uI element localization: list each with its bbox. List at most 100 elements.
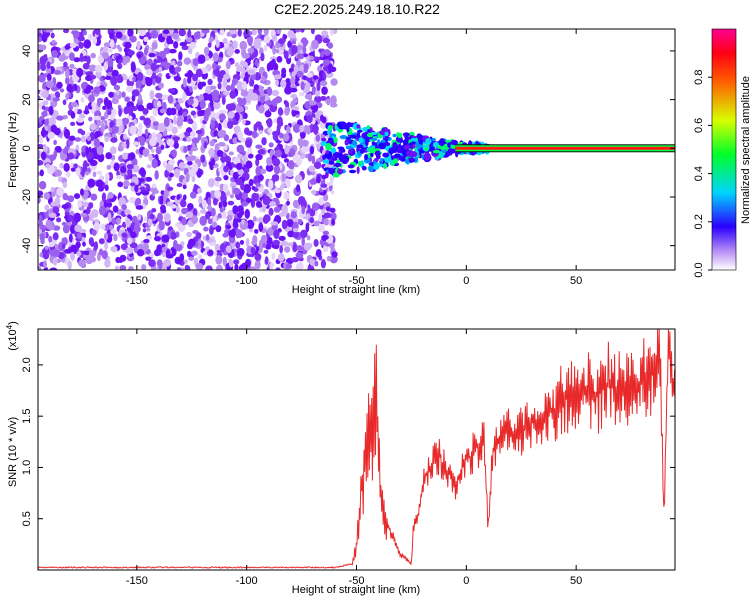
- spectrogram-cell: [172, 239, 178, 249]
- spectrogram-cell: [113, 233, 118, 242]
- spectrogram-cell: [170, 88, 175, 93]
- bottom-x-tick-label: -50: [349, 575, 365, 587]
- spectrogram-cell: [126, 237, 133, 245]
- spectrogram-cell: [185, 172, 190, 183]
- spectrogram-cell: [247, 36, 253, 47]
- spectrogram-cell: [104, 135, 110, 143]
- spectrogram-cell: [296, 53, 305, 60]
- spectrogram-cell: [327, 125, 333, 131]
- spectrogram-cell: [57, 251, 65, 260]
- spectrogram-cell: [237, 97, 244, 107]
- spectrogram-cell: [195, 232, 202, 240]
- spectrogram-cell: [138, 93, 142, 102]
- spectrogram-cell: [44, 118, 49, 126]
- spectrogram-cell: [191, 215, 198, 224]
- spectrogram-cell: [121, 117, 130, 125]
- spectrogram-cell: [347, 164, 355, 169]
- spectrogram-cell: [330, 212, 337, 221]
- spectrogram-cell: [382, 163, 388, 170]
- spectrogram-cell: [189, 41, 196, 50]
- spectrogram-cell: [145, 176, 153, 182]
- top-y-tick-label: 0: [21, 145, 33, 151]
- spectrogram-cell: [235, 241, 241, 249]
- spectrogram-cell: [271, 174, 280, 182]
- spectrogram-cell: [63, 162, 70, 172]
- spectrogram-cell: [349, 169, 357, 174]
- spectrogram-cell: [104, 241, 108, 251]
- spectrogram-cell: [170, 107, 177, 116]
- spectrogram-cell: [79, 188, 85, 196]
- spectrogram-cell: [115, 55, 120, 63]
- spectrogram-cell: [160, 144, 165, 150]
- spectrogram-cell: [52, 258, 58, 266]
- snr-y-multiplier-exp: 4: [5, 324, 14, 329]
- spectrogram-cell: [86, 167, 91, 173]
- spectrogram-cell: [357, 160, 362, 167]
- spectrogram-cell: [425, 137, 432, 145]
- spectrogram-cell: [379, 146, 384, 150]
- spectrogram-cell: [45, 163, 51, 169]
- spectrogram-cell: [392, 133, 397, 138]
- spectrogram-cell: [253, 123, 258, 132]
- spectrogram-cell: [137, 104, 145, 112]
- spectrogram-cell: [266, 156, 273, 167]
- spectrogram-cell: [287, 160, 295, 170]
- spectrogram-cell: [268, 142, 274, 148]
- spectrogram-cell: [163, 62, 172, 67]
- spectrogram-cell: [41, 111, 48, 118]
- spectrogram-cell: [223, 73, 231, 80]
- spectrogram-cell: [327, 129, 331, 135]
- spectrogram-cell: [148, 252, 155, 258]
- spectrogram-cell: [94, 64, 103, 73]
- spectrogram-cell: [48, 212, 57, 218]
- spectrogram-cell: [129, 197, 137, 203]
- spectrogram-cell: [318, 48, 323, 53]
- spectrogram-cell: [104, 184, 109, 192]
- spectrogram-cell: [245, 96, 252, 104]
- spectrogram-cell: [103, 42, 111, 48]
- spectrogram-cell: [43, 192, 51, 200]
- spectrogram-cell: [265, 243, 272, 250]
- spectrogram-cell: [127, 152, 134, 161]
- spectrogram-cell: [370, 151, 374, 158]
- spectrogram-cell: [176, 267, 182, 270]
- spectrogram-cell: [155, 133, 163, 139]
- spectrogram-cell: [39, 232, 46, 242]
- spectrogram-cell: [118, 107, 122, 117]
- spectrogram-cell: [54, 91, 61, 99]
- spectrogram-cell: [105, 152, 113, 160]
- spectrogram-cell: [323, 218, 330, 226]
- spectrogram-cell: [266, 62, 271, 72]
- spectrogram-cell: [38, 36, 43, 43]
- spectrogram-cell: [371, 141, 376, 146]
- spectrogram-cell: [149, 137, 157, 147]
- spectrogram-cell: [42, 144, 48, 154]
- spectrogram-cell: [38, 159, 44, 166]
- spectrogram-cell: [64, 44, 71, 50]
- spectrogram-cell: [178, 161, 186, 169]
- spectrogram-cell: [108, 48, 113, 53]
- spectrogram-cell: [149, 213, 155, 220]
- spectrogram-cell: [310, 29, 315, 35]
- spectrogram-cell: [161, 234, 170, 243]
- spectrogram-cell: [99, 116, 106, 121]
- spectrogram-cell: [90, 52, 96, 59]
- spectrogram-cell: [70, 167, 76, 172]
- spectrogram-cell: [38, 43, 43, 54]
- spectrogram-cell: [174, 256, 182, 265]
- spectrogram-cell: [280, 79, 287, 88]
- spectrogram-cell: [335, 126, 339, 131]
- spectrogram-cell: [66, 84, 74, 93]
- spectrogram-cell: [61, 243, 66, 250]
- spectrogram-cell: [236, 65, 243, 73]
- spectrogram-cell: [255, 144, 263, 149]
- spectrogram-cell: [248, 178, 254, 187]
- spectrogram-cell: [254, 38, 262, 43]
- spectrogram-cell: [350, 134, 357, 139]
- spectrogram-cell: [98, 205, 106, 216]
- spectrogram-cell: [271, 98, 278, 107]
- spectrogram-cell: [261, 76, 266, 83]
- spectrogram-cell: [243, 183, 252, 194]
- spectrogram-cell: [232, 221, 239, 228]
- spectrogram-cell: [236, 144, 245, 154]
